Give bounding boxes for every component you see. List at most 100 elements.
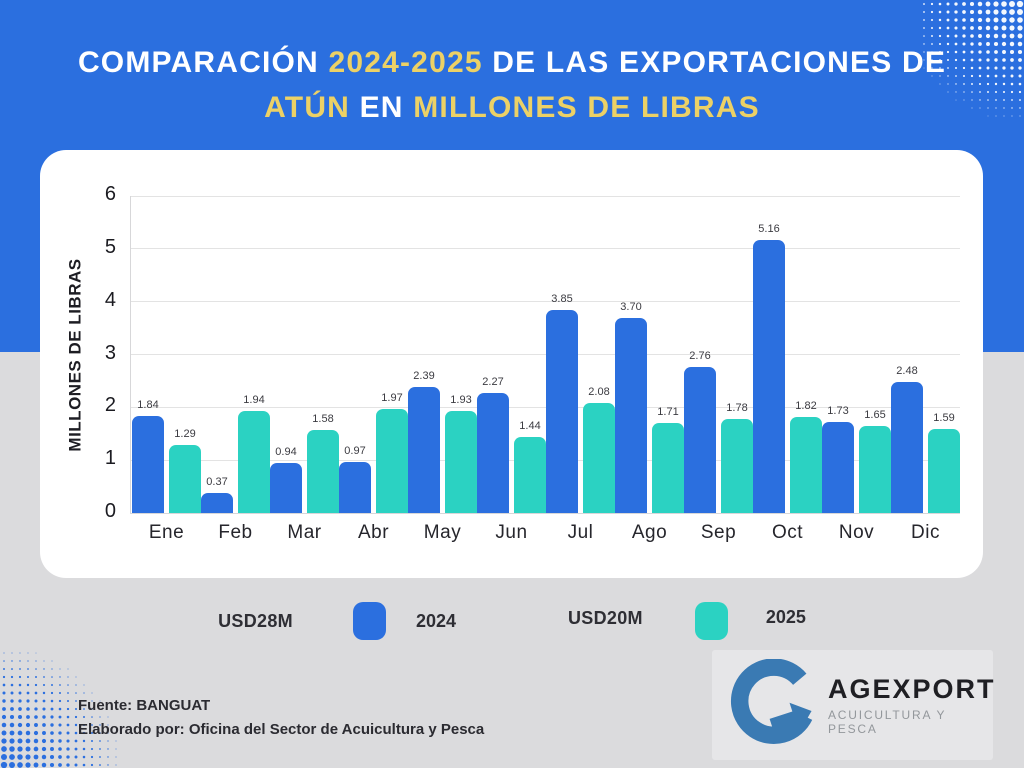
gridline-y0 <box>130 512 960 514</box>
bar-col-2024-Ene: 1.84 <box>132 399 164 513</box>
bar-2025-Dic <box>928 429 960 513</box>
legend-label-2024: 2024 <box>415 610 456 631</box>
value-label-2025-Nov: 1.65 <box>864 408 886 421</box>
legend-total-2025: USD20M <box>568 607 643 628</box>
title-part: COMPARACIÓN <box>77 46 329 79</box>
page-title: COMPARACIÓN 2024-2025 DE LAS EXPORTACION… <box>0 40 1024 130</box>
bar-col-2024-Mar: 0.94 <box>270 446 302 513</box>
legend-swatch-2024 <box>352 602 386 640</box>
bar-col-2025-Nov: 1.65 <box>859 409 891 513</box>
bar-2025-Ago <box>652 422 684 513</box>
y-axis-line <box>130 196 131 513</box>
value-label-2025-Mar: 1.58 <box>312 412 334 425</box>
title-part: EN <box>350 91 414 124</box>
elaborated-line: Elaborado por: Oficina del Sector de Acu… <box>78 721 485 738</box>
bar-col-2024-Oct: 5.16 <box>753 223 785 513</box>
bar-2024-Ene <box>132 415 164 513</box>
x-tick-Mar: Mar <box>287 522 322 543</box>
bar-group-Mar: 0.94 1.58 Mar <box>270 412 339 543</box>
value-label-2024-Sep: 2.76 <box>689 350 711 363</box>
gridline-y4 <box>130 301 960 303</box>
bar-col-2024-May: 2.39 <box>408 370 440 513</box>
bar-col-2025-Jun: 1.44 <box>514 420 546 513</box>
bar-2024-Feb <box>201 493 233 513</box>
value-label-2025-Jul: 2.08 <box>588 386 610 399</box>
bar-2025-Sep <box>721 418 753 513</box>
title-part-accent: MILLONES DE LIBRAS <box>413 91 760 124</box>
bar-2025-May <box>445 411 477 513</box>
legend-swatch-2025 <box>694 602 728 640</box>
y-tick-4: 4 <box>104 288 116 311</box>
bar-group-Jul: 3.85 2.08 Jul <box>546 292 615 543</box>
bar-2024-Oct <box>753 240 785 513</box>
gridline-y5 <box>130 248 960 250</box>
x-tick-Nov: Nov <box>838 522 875 543</box>
title-part: DE LAS EXPORTACIONES DE <box>482 46 947 79</box>
bar-2025-Abr <box>376 408 408 513</box>
value-label-2025-Sep: 1.78 <box>726 401 748 414</box>
value-label-2024-Feb: 0.37 <box>206 476 228 489</box>
bar-2025-Jul <box>583 403 615 513</box>
agexport-g-arrow-icon <box>730 659 813 744</box>
value-label-2024-Oct: 5.16 <box>758 223 780 236</box>
value-label-2024-May: 2.39 <box>413 369 435 382</box>
legend-label-2025: 2025 <box>765 606 806 627</box>
value-label-2024-Jun: 2.27 <box>482 376 504 389</box>
legend-item-2024: USD28M 2024 <box>218 602 456 640</box>
bar-2024-Dic <box>891 381 923 513</box>
bar-2025-Mar <box>307 429 339 513</box>
value-label-2024-Abr: 0.97 <box>344 444 366 457</box>
x-tick-Ene: Ene <box>148 522 185 543</box>
title-part-accent: 2024-2025 <box>328 46 483 79</box>
value-label-2025-Feb: 1.94 <box>243 393 265 406</box>
bar-group-Feb: 0.37 1.94 Feb <box>201 393 270 543</box>
bar-2025-Nov <box>859 425 891 513</box>
y-tick-3: 3 <box>104 341 116 364</box>
bar-col-2025-Jul: 2.08 <box>583 386 615 513</box>
x-tick-Sep: Sep <box>700 522 737 543</box>
bar-group-May: 2.39 1.93 May <box>408 370 477 543</box>
y-tick-2: 2 <box>104 394 116 417</box>
bar-2025-Jun <box>514 436 546 513</box>
bar-group-Ene: 1.84 1.29 Ene <box>132 399 201 543</box>
value-label-2024-Ene: 1.84 <box>137 398 159 411</box>
bar-2025-Ene <box>169 444 201 513</box>
bar-col-2024-Dic: 2.48 <box>891 365 923 513</box>
bar-col-2024-Feb: 0.37 <box>201 476 233 513</box>
gridline-y6 <box>130 195 960 197</box>
value-label-2024-Jul: 3.85 <box>551 292 573 305</box>
x-tick-Abr: Abr <box>357 522 390 543</box>
value-label-2025-Dic: 1.59 <box>933 412 955 424</box>
agexport-name: AGEXPORT <box>828 674 996 704</box>
value-label-2025-May: 1.93 <box>450 394 472 407</box>
bar-col-2025-Dic: 1.59 <box>928 412 960 513</box>
bar-2024-Sep <box>684 367 716 513</box>
bar-col-2025-Abr: 1.97 <box>376 392 408 513</box>
legend-item-2025: USD20M 2025 <box>568 602 806 640</box>
bar-col-2025-Sep: 1.78 <box>721 402 753 513</box>
x-tick-Dic: Dic <box>911 522 940 543</box>
y-tick-6: 6 <box>104 183 116 205</box>
gridline-y2 <box>130 406 960 408</box>
value-label-2025-Ago: 1.71 <box>657 405 679 418</box>
y-tick-1: 1 <box>104 447 116 470</box>
value-label-2025-Oct: 1.82 <box>795 399 817 412</box>
bar-group-Oct: 5.16 1.82 Oct <box>753 223 822 543</box>
bar-group-Ago: 3.70 1.71 Ago <box>615 300 684 543</box>
bar-2024-Ago <box>615 317 647 513</box>
x-tick-May: May <box>423 522 462 543</box>
legend-total-2024: USD28M <box>218 610 293 631</box>
y-tick-0: 0 <box>104 500 116 522</box>
x-tick-Jul: Jul <box>567 522 594 543</box>
bar-group-Sep: 2.76 1.78 Sep <box>684 350 753 543</box>
bar-2024-May <box>408 386 440 513</box>
bar-col-2025-May: 1.93 <box>445 394 477 513</box>
bar-chart-plot-area: 0 1 2 3 4 5 6 1.84 1.29 Ene 0.37 1.94 Feb 0.94 1.58 Mar… <box>105 183 960 543</box>
bar-col-2024-Nov: 1.73 <box>822 405 854 513</box>
agexport-logo-card: AGEXPORT ACUICULTURA Y PESCA <box>712 650 996 760</box>
agexport-subtitle: ACUICULTURA Y PESCA <box>828 708 947 736</box>
source-line: Fuente: BANGUAT <box>78 697 211 714</box>
bar-col-2024-Abr: 0.97 <box>339 445 371 513</box>
value-label-2024-Ago: 3.70 <box>620 300 642 313</box>
